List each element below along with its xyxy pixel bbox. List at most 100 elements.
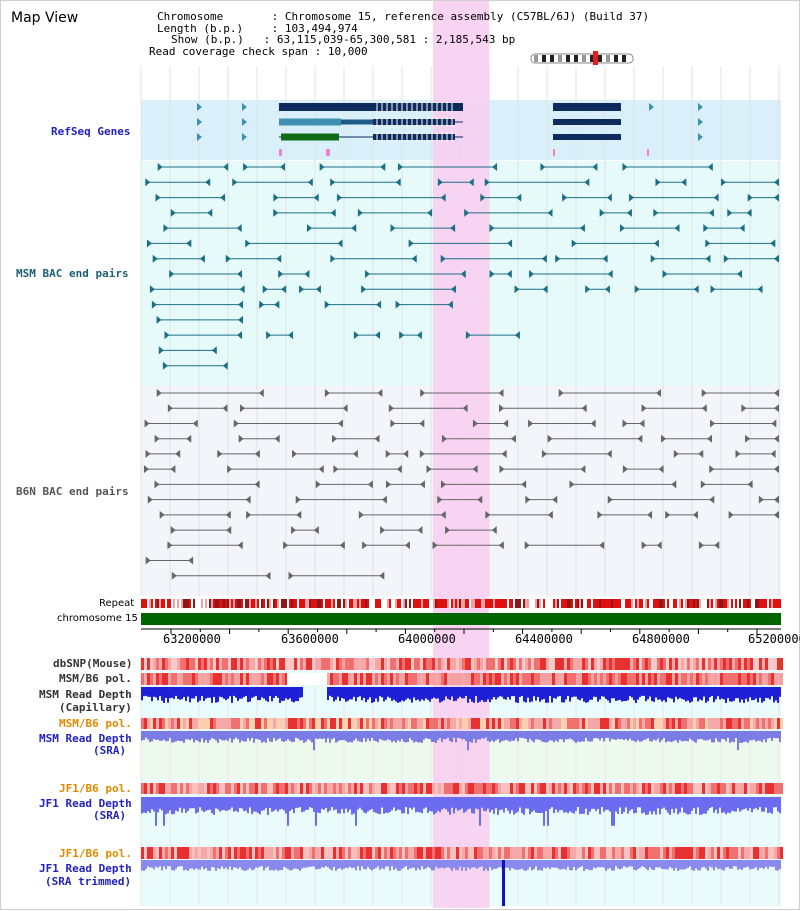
bac-end-marker <box>336 193 342 202</box>
repeat-block <box>667 599 669 608</box>
pol-strip-cell <box>282 673 285 685</box>
bac-end-marker <box>658 465 664 474</box>
depth-bar <box>589 731 591 742</box>
depth-bar <box>653 860 655 871</box>
pol-strip-cell <box>615 783 618 794</box>
bac-end-marker <box>464 208 470 217</box>
pol-strip-cell <box>753 783 756 794</box>
pol-strip-cell <box>513 847 516 859</box>
depth-bar <box>779 731 781 742</box>
pol-strip-cell <box>588 673 591 685</box>
depth-bar <box>419 687 421 702</box>
bac-end-marker <box>602 254 608 263</box>
depth-bar <box>191 687 193 699</box>
repeat-block <box>627 599 629 608</box>
depth-bar <box>207 687 209 698</box>
track-label-jf1-depth-trim[interactable]: JF1 Read Depth <box>39 862 132 875</box>
pol-strip-cell <box>699 847 702 859</box>
track-label-jf1-b6-pol-2[interactable]: JF1/B6 pol. <box>59 847 132 860</box>
repeat-block <box>459 599 461 608</box>
pol-strip-cell <box>285 658 288 670</box>
track-label-msm-depth-sra[interactable]: MSM Read Depth <box>39 732 132 745</box>
depth-bar <box>249 797 251 808</box>
pol-strip-cell <box>393 658 396 670</box>
track-label-dbsnp[interactable]: dbSNP(Mouse) <box>53 657 133 670</box>
pol-strip-cell <box>477 718 480 729</box>
depth-bar <box>547 797 549 826</box>
bac-end-marker <box>650 254 656 263</box>
depth-bar <box>773 860 775 867</box>
bac-end-marker <box>698 449 704 458</box>
repeat-block <box>415 599 417 608</box>
track-label-jf1-depth-sra[interactable]: JF1 Read Depth <box>39 797 132 810</box>
pol-strip-cell <box>474 847 477 859</box>
depth-bar <box>363 731 365 739</box>
track-label-refseq[interactable]: RefSeq Genes <box>51 125 131 138</box>
pol-strip-cell <box>591 658 594 670</box>
repeat-block <box>375 599 377 608</box>
bac-end-marker <box>552 495 558 504</box>
depth-bar <box>319 731 321 739</box>
pol-strip-cell <box>693 673 696 685</box>
pol-strip-cell <box>597 718 600 729</box>
pol-strip-cell <box>351 658 354 670</box>
depth-bar <box>659 687 661 700</box>
pol-strip-cell <box>312 847 315 859</box>
repeat-block <box>203 599 205 608</box>
bac-end-marker <box>590 419 596 428</box>
pol-strip-cell <box>747 718 750 729</box>
depth-bar <box>629 797 631 811</box>
depth-bar <box>611 731 613 739</box>
pol-strip-cell <box>363 718 366 729</box>
pol-strip-cell <box>156 718 159 729</box>
depth-bar <box>773 797 775 808</box>
pol-strip-cell <box>543 718 546 729</box>
pol-strip-cell <box>579 673 582 685</box>
repeat-block <box>275 599 277 608</box>
gene-marker <box>326 149 330 156</box>
track-label-msm-b6-pol-1[interactable]: MSM/B6 pol. <box>59 672 132 685</box>
pol-strip-cell <box>246 783 249 794</box>
pol-strip-cell <box>582 783 585 794</box>
depth-bar <box>503 731 505 741</box>
depth-bar <box>441 731 443 742</box>
depth-bar <box>741 797 743 810</box>
pol-strip-cell <box>537 673 540 685</box>
pol-strip-cell <box>492 673 495 685</box>
depth-bar <box>535 687 537 701</box>
depth-bar <box>693 860 695 871</box>
depth-bar <box>743 731 745 742</box>
pol-strip-cell <box>339 847 342 859</box>
bac-end-marker <box>709 495 715 504</box>
pol-strip-cell <box>513 718 516 729</box>
pol-strip-cell <box>429 783 432 794</box>
pol-strip-cell <box>516 783 519 794</box>
track-label-jf1-b6-pol-1[interactable]: JF1/B6 pol. <box>59 782 132 795</box>
pol-strip-cell <box>213 783 216 794</box>
depth-bar <box>387 731 389 740</box>
pol-strip-cell <box>267 783 270 794</box>
pol-strip-cell <box>255 847 258 859</box>
depth-bar <box>715 797 717 810</box>
pol-strip-cell <box>444 783 447 794</box>
track-label-b6n-bac[interactable]: B6N BAC end pairs <box>16 485 129 498</box>
pol-strip-cell <box>513 673 516 685</box>
pol-strip-cell <box>357 783 360 794</box>
track-label-msm-b6-pol-2[interactable]: MSM/B6 pol. <box>59 717 132 730</box>
bac-end-marker <box>262 285 268 294</box>
track-label-msm-bac[interactable]: MSM BAC end pairs <box>16 267 129 280</box>
depth-bar <box>695 860 697 869</box>
pol-strip-cell <box>570 847 573 859</box>
repeat-block <box>301 599 303 608</box>
depth-bar <box>753 797 755 809</box>
depth-bar <box>289 731 291 741</box>
track-label-msm-depth-cap[interactable]: MSM Read Depth <box>39 688 132 701</box>
depth-bar <box>341 687 343 698</box>
depth-bar <box>243 797 245 812</box>
pol-strip-cell <box>171 847 174 859</box>
pol-strip-cell <box>600 783 603 794</box>
bac-end-marker <box>542 285 548 294</box>
depth-bar <box>253 860 255 870</box>
pol-strip-cell <box>567 783 570 794</box>
